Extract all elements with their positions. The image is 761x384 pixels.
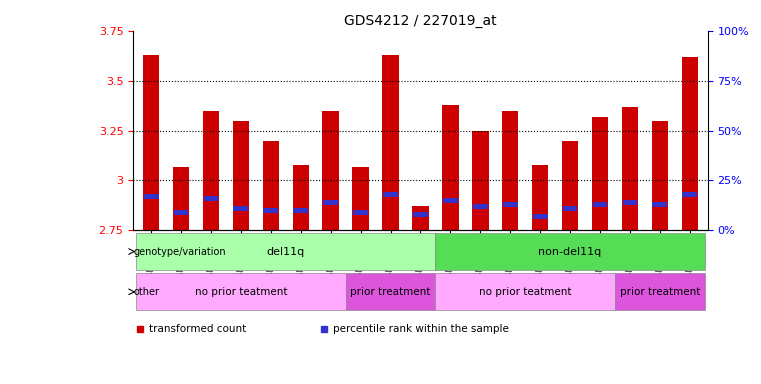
Bar	[442, 104, 459, 230]
Bar	[136, 233, 435, 270]
Bar	[345, 273, 435, 310]
Bar	[615, 273, 705, 310]
Bar	[136, 273, 345, 310]
Bar	[233, 121, 249, 230]
Bar	[503, 202, 517, 207]
Bar	[533, 214, 548, 218]
Bar	[435, 273, 615, 310]
Bar	[263, 141, 279, 230]
Bar	[652, 202, 667, 207]
Bar	[622, 200, 637, 205]
Bar	[435, 233, 705, 270]
Bar	[622, 107, 638, 230]
Bar	[472, 131, 489, 230]
Bar	[174, 210, 189, 215]
Bar	[263, 208, 279, 213]
Text: percentile rank within the sample: percentile rank within the sample	[333, 323, 509, 334]
Bar	[204, 196, 218, 201]
Text: genotype/variation: genotype/variation	[134, 247, 227, 257]
Text: prior treatment: prior treatment	[619, 287, 700, 297]
Text: transformed count: transformed count	[149, 323, 247, 334]
Bar	[443, 198, 458, 203]
Bar	[173, 167, 189, 230]
Bar	[651, 121, 668, 230]
Bar	[412, 207, 428, 230]
Bar	[234, 206, 248, 211]
Text: non-del11q: non-del11q	[539, 247, 602, 257]
Bar	[592, 117, 608, 230]
Text: no prior teatment: no prior teatment	[195, 287, 287, 297]
Bar	[562, 206, 578, 211]
Bar	[382, 55, 399, 230]
Bar	[292, 164, 309, 230]
Bar	[383, 192, 398, 197]
Bar	[143, 55, 159, 230]
Bar	[683, 192, 697, 197]
Bar	[323, 200, 338, 205]
Bar	[293, 208, 308, 213]
Bar	[473, 204, 488, 209]
Bar	[323, 111, 339, 230]
Bar	[682, 57, 698, 230]
Text: other: other	[134, 287, 160, 297]
Bar	[202, 111, 219, 230]
Text: del11q: del11q	[266, 247, 305, 257]
Bar	[413, 212, 428, 217]
Text: prior treatment: prior treatment	[350, 287, 431, 297]
Bar	[352, 167, 369, 230]
Bar	[532, 164, 549, 230]
Bar	[502, 111, 518, 230]
Title: GDS4212 / 227019_at: GDS4212 / 227019_at	[344, 14, 497, 28]
Bar	[562, 141, 578, 230]
Bar	[353, 210, 368, 215]
Text: no prior teatment: no prior teatment	[479, 287, 572, 297]
Bar	[144, 194, 158, 199]
Bar	[593, 202, 607, 207]
